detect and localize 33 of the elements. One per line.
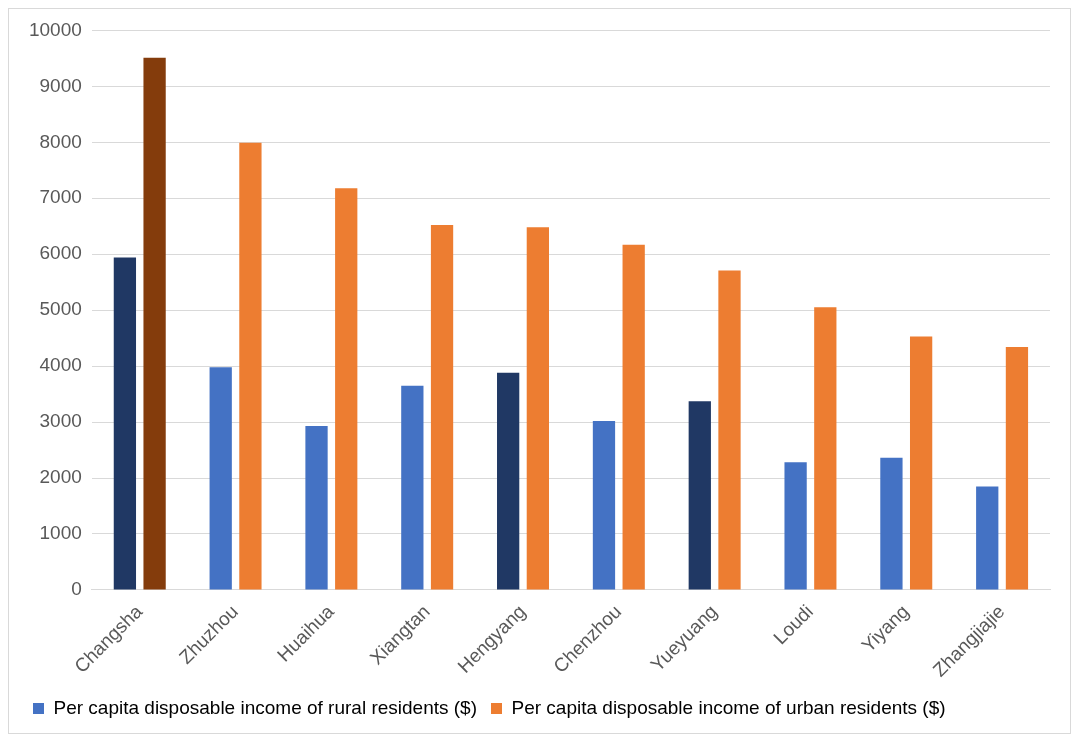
y-tick-label: 7000	[39, 186, 82, 208]
y-tick-label: 10000	[28, 18, 82, 40]
bar	[814, 307, 837, 590]
bar	[718, 270, 741, 590]
bar	[688, 401, 711, 590]
y-tick-label: 4000	[39, 354, 82, 376]
y-tick-label: 6000	[39, 242, 82, 264]
bar	[784, 462, 807, 590]
bar	[209, 367, 232, 590]
bar	[113, 257, 137, 590]
bar	[622, 244, 645, 590]
y-tick-label: 0	[71, 578, 82, 600]
y-tick-label: 2000	[39, 466, 82, 488]
bar	[305, 425, 328, 590]
bar	[143, 57, 166, 590]
bar	[239, 142, 262, 590]
bar	[526, 227, 549, 590]
y-tick-label: 9000	[39, 74, 82, 96]
bar	[401, 385, 424, 590]
y-tick-label: 1000	[39, 522, 82, 544]
bar	[976, 486, 999, 590]
legend-label: Per capita disposable income of rural residents ($)	[53, 696, 477, 718]
bar	[430, 225, 454, 590]
legend-label: Per capita disposable income of urban residents ($)	[511, 696, 946, 718]
bar	[1005, 347, 1029, 590]
bar	[497, 372, 520, 590]
bar	[592, 420, 616, 590]
bar	[909, 336, 933, 590]
y-tick-label: 5000	[39, 298, 82, 320]
bar	[880, 457, 903, 590]
y-tick-label: 8000	[39, 130, 82, 152]
y-tick-label: 3000	[39, 410, 82, 432]
bar	[335, 188, 358, 590]
